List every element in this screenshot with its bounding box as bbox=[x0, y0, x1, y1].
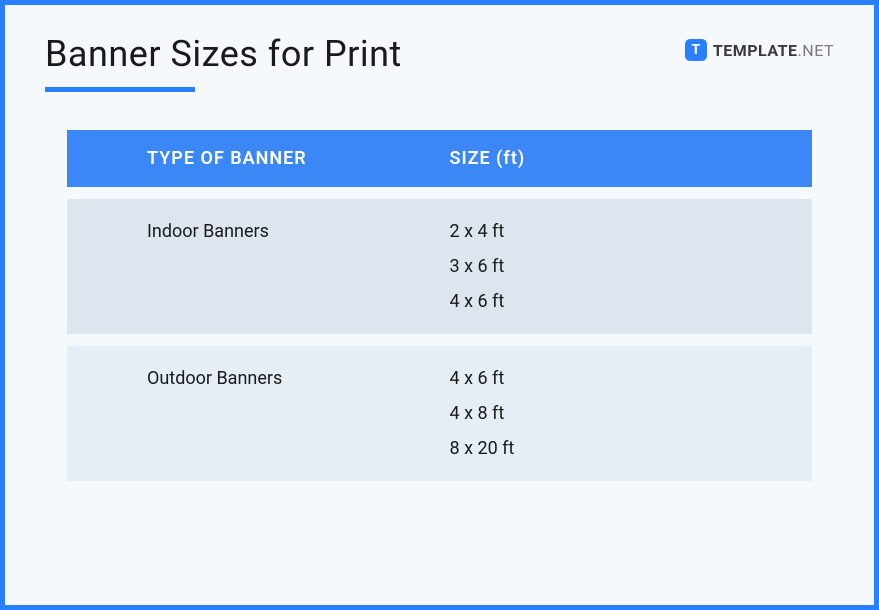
header-col-type: TYPE OF BANNER bbox=[67, 148, 440, 169]
infographic-frame: Banner Sizes for Print T TEMPLATE.NET TY… bbox=[0, 0, 879, 610]
cell-type: Outdoor Banners bbox=[67, 368, 440, 459]
table-wrap: TYPE OF BANNER SIZE (ft) Indoor Banners … bbox=[45, 130, 834, 481]
table-row: Outdoor Banners 4 x 6 ft 4 x 8 ft 8 x 20… bbox=[67, 346, 812, 481]
table-row: Indoor Banners 2 x 4 ft 3 x 6 ft 4 x 6 f… bbox=[67, 199, 812, 334]
page-title: Banner Sizes for Print bbox=[45, 33, 402, 75]
size-value: 4 x 6 ft bbox=[450, 368, 813, 389]
size-value: 4 x 8 ft bbox=[450, 403, 813, 424]
brand-text: TEMPLATE.NET bbox=[713, 41, 834, 60]
header-col-size: SIZE (ft) bbox=[440, 148, 813, 169]
brand-name: TEMPLATE bbox=[713, 41, 798, 60]
header-row: Banner Sizes for Print T TEMPLATE.NET bbox=[45, 33, 834, 92]
size-value: 4 x 6 ft bbox=[450, 291, 813, 312]
size-value: 8 x 20 ft bbox=[450, 438, 813, 459]
table-header: TYPE OF BANNER SIZE (ft) bbox=[67, 130, 812, 187]
brand-icon: T bbox=[685, 39, 707, 61]
cell-type: Indoor Banners bbox=[67, 221, 440, 312]
title-underline bbox=[45, 87, 195, 92]
title-block: Banner Sizes for Print bbox=[45, 33, 402, 92]
size-value: 2 x 4 ft bbox=[450, 221, 813, 242]
cell-sizes: 4 x 6 ft 4 x 8 ft 8 x 20 ft bbox=[440, 368, 813, 459]
brand-icon-letter: T bbox=[691, 42, 700, 58]
cell-sizes: 2 x 4 ft 3 x 6 ft 4 x 6 ft bbox=[440, 221, 813, 312]
brand-suffix: .NET bbox=[798, 41, 834, 60]
brand-logo: T TEMPLATE.NET bbox=[685, 39, 834, 61]
size-value: 3 x 6 ft bbox=[450, 256, 813, 277]
